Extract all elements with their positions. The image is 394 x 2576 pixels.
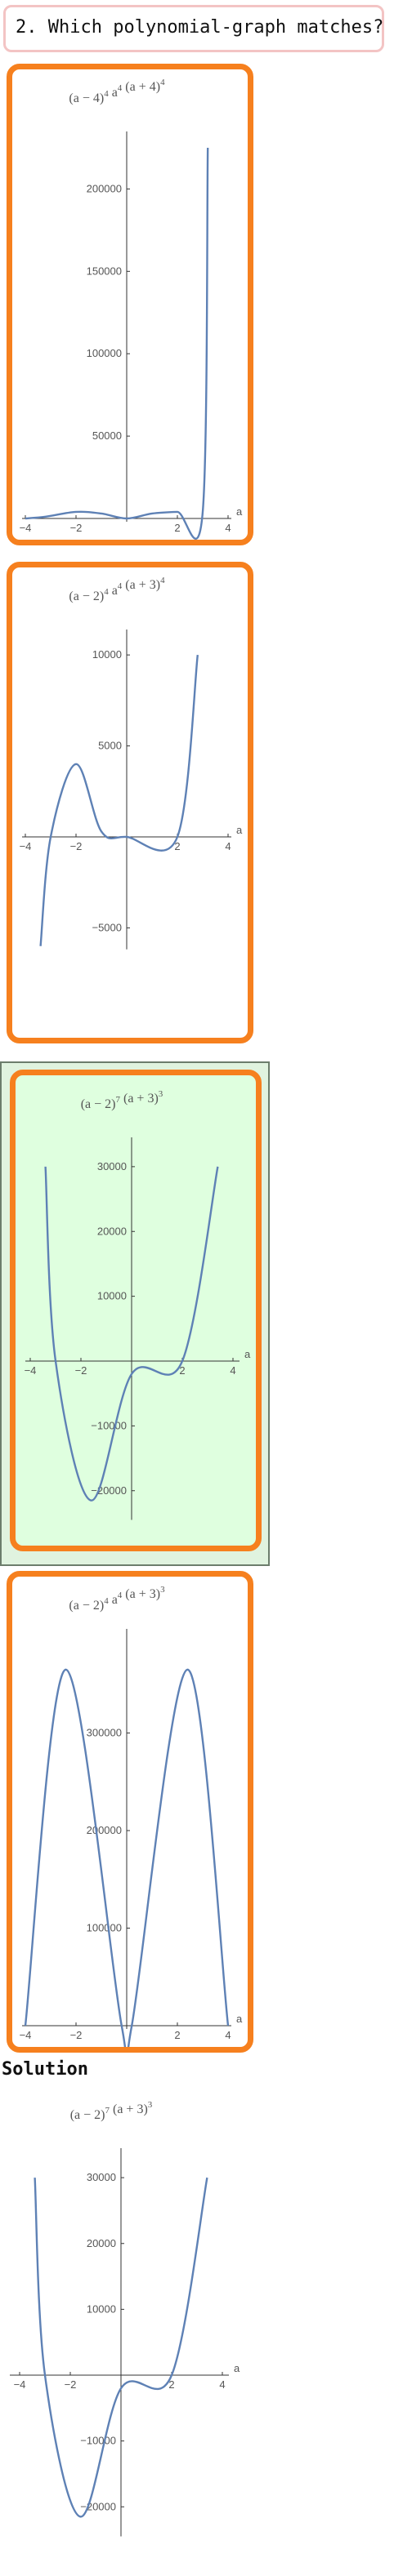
series-line [25, 147, 209, 540]
y-tick-label: 10000 [97, 1290, 127, 1302]
y-tick-label: −5000 [92, 921, 122, 933]
x-tick-label: −4 [20, 2029, 32, 2041]
x-tick-label: 4 [230, 1364, 235, 1377]
y-tick-label: 5000 [98, 740, 122, 752]
y-tick-label: 50000 [92, 429, 122, 442]
series-line [24, 1668, 230, 2047]
question-box: 2. Which polynomial-graph matches? [3, 5, 384, 52]
y-tick-label: −10000 [91, 1419, 127, 1431]
y-tick-label: 10000 [92, 648, 122, 661]
plot-option-2: (a − 2)4 a4 (a + 3)4 a −4 −2 2 4 −5000 5000 1000… [20, 576, 243, 950]
x-axis-label: a [244, 1348, 251, 1360]
y-tick-label: 10000 [87, 2302, 116, 2315]
x-tick-label: −2 [70, 840, 83, 852]
x-tick-label: 2 [174, 840, 180, 852]
y-tick-label: 150000 [87, 265, 122, 277]
x-tick-label: −4 [14, 2378, 26, 2391]
x-axis-label: a [236, 824, 243, 836]
x-tick-label: 2 [168, 2378, 174, 2391]
y-tick-label: 30000 [87, 2171, 116, 2183]
x-tick-label: 4 [225, 2029, 231, 2041]
option-2[interactable]: (a − 2)4 a4 (a + 3)4 a −4 −2 2 4 −5000 5000 1000… [7, 562, 253, 1043]
y-tick-label: 100000 [87, 347, 122, 359]
plot-solution: (a − 2)7 (a + 3)3a−4 −2 2 4−20000−100001000… [10, 2100, 240, 2537]
option-4[interactable]: (a − 2)4 a4 (a + 3)3 a −4 −2 2 4 100000 200000 3… [7, 1571, 253, 2053]
option-3[interactable]: (a − 2)7 (a + 3)3 a −4 −2 2 4 −20000 −10000 1000… [10, 1070, 262, 1551]
x-tick-label: −2 [65, 2378, 77, 2391]
series-line [39, 655, 199, 946]
x-tick-label: −4 [20, 840, 32, 852]
y-tick-label: 300000 [87, 1727, 122, 1739]
y-tick-label: 200000 [87, 182, 122, 194]
y-tick-label: 30000 [97, 1160, 127, 1172]
y-tick-label: 20000 [97, 1225, 127, 1237]
x-tick-label: 2 [174, 522, 180, 534]
series-line [44, 1166, 219, 1502]
x-tick-label: −2 [70, 2029, 83, 2041]
option-1[interactable]: (a − 4)4 a4 (a + 4)4 a −4 −2 2 4 50000 100000 15… [7, 64, 253, 545]
plot-option-4: (a − 2)4 a4 (a + 3)3 a −4 −2 2 4 100000 200000 3… [20, 1585, 243, 2047]
x-tick-label: 4 [219, 2378, 225, 2391]
y-tick-label: 20000 [87, 2237, 116, 2249]
plot-option-3: (a − 2)7 (a + 3)3a−4 −2 2 4−20000−100001000… [25, 1089, 251, 1520]
x-axis-label: a [236, 505, 243, 518]
x-tick-label: −2 [75, 1364, 87, 1377]
x-tick-label: −4 [20, 522, 32, 534]
x-tick-label: 4 [225, 840, 231, 852]
y-tick-label: 200000 [87, 1824, 122, 1836]
solution-label: Solution [2, 2059, 88, 2080]
question-text: 2. Which polynomial-graph matches? [16, 17, 384, 38]
y-tick-label: 100000 [87, 1922, 122, 1934]
x-axis-label: a [234, 2362, 240, 2374]
x-tick-label: 4 [225, 522, 231, 534]
y-tick-label: −10000 [80, 2435, 116, 2447]
x-tick-label: 2 [179, 1364, 185, 1377]
plot-option-1: (a − 4)4 a4 (a + 4)4 a −4 −2 2 4 50000 100000 15… [20, 78, 243, 540]
x-tick-label: −4 [25, 1364, 37, 1377]
plot-title: (a − 2)7 (a + 3)3 [70, 2100, 153, 2122]
plot-title: (a − 2)7 (a + 3)3 [81, 1089, 163, 1111]
plot-title: (a − 2)4 a4 (a + 3)3 [69, 1585, 165, 1613]
plot-title: (a − 2)4 a4 (a + 3)4 [69, 576, 165, 603]
x-tick-label: −2 [70, 522, 83, 534]
series-line [34, 2177, 208, 2518]
x-tick-label: 2 [174, 2029, 180, 2041]
plot-title: (a − 4)4 a4 (a + 4)4 [69, 78, 165, 105]
x-axis-label: a [236, 2013, 243, 2025]
